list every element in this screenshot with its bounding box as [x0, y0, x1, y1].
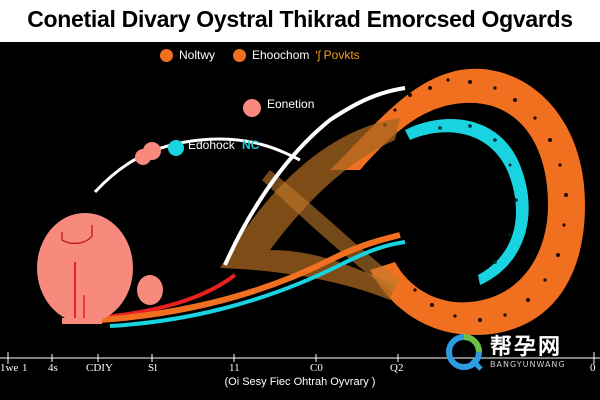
large-salmon-circle: [37, 213, 133, 323]
orange-band-specks: [383, 78, 568, 322]
axis-tick-label-8: Q2: [390, 362, 404, 374]
edohock-label: Edohock: [188, 138, 235, 152]
title-bar: [0, 0, 600, 42]
cyan-arc-specks: [438, 124, 518, 264]
red-flow-stream: [94, 273, 237, 320]
watermark-logo-icon: [446, 334, 483, 371]
axis-tick-label-4: CDIY: [86, 362, 113, 374]
legend-item-ehoochom: Ehoochom ʹʃ Povkts: [233, 46, 360, 64]
salmon-dot-eonetion: [243, 99, 261, 117]
cyan-flow-stream: [109, 240, 406, 328]
axis-title: (Oi Sesy Fiec Ohtrah Oyvrary ): [224, 376, 376, 388]
legend-extra-label: ʹʃ Povkts: [315, 48, 360, 62]
white-upper-curve: [93, 137, 301, 194]
watermark-english: BANGYUNWANG: [490, 359, 566, 369]
white-rising-curve: [223, 86, 406, 266]
axis-tick-marks: [7, 352, 595, 364]
bronze-crossing-band: [220, 118, 400, 300]
legend-item-noltwy: Noltwy: [160, 46, 215, 64]
watermark: 帮孕网 BANGYUNWANG: [444, 330, 584, 374]
watermark-chinese: 帮孕网: [490, 334, 563, 360]
salmon-circle-base: [62, 318, 102, 324]
cyan-inner-arc: [405, 119, 529, 285]
axis-tick-label-2: 1: [22, 362, 28, 374]
chart-title: Conetial Divary Oystral Thikrad Emorcsed…: [27, 6, 573, 32]
legend-label: Ehoochom: [252, 48, 310, 62]
salmon-dot-b: [143, 142, 161, 160]
bronze-diagonal: [262, 170, 400, 292]
axis-tick-label-3: 4s: [48, 362, 58, 374]
orange-flow-stream: [99, 232, 401, 323]
axis-tick-label-1: 1we: [0, 362, 19, 374]
small-salmon-circle: [137, 275, 163, 305]
salmon-circle-hook: [61, 225, 93, 245]
orange-loop-band: [330, 68, 585, 335]
axis-tick-label-7: C0: [310, 362, 323, 374]
axis-tick-label-5: Sl: [148, 362, 158, 374]
axis-tick-label-6: 11: [229, 362, 240, 374]
legend-dot-orange: [160, 48, 173, 62]
legend-dot-orange-2: [233, 48, 246, 62]
nc-label: NC: [242, 138, 260, 152]
legend-label: Noltwy: [179, 48, 216, 62]
eonetion-label: Eonetion: [267, 97, 315, 111]
cyan-dot-edohock: [168, 140, 184, 156]
axis-tick-label-9: 0: [590, 362, 596, 374]
